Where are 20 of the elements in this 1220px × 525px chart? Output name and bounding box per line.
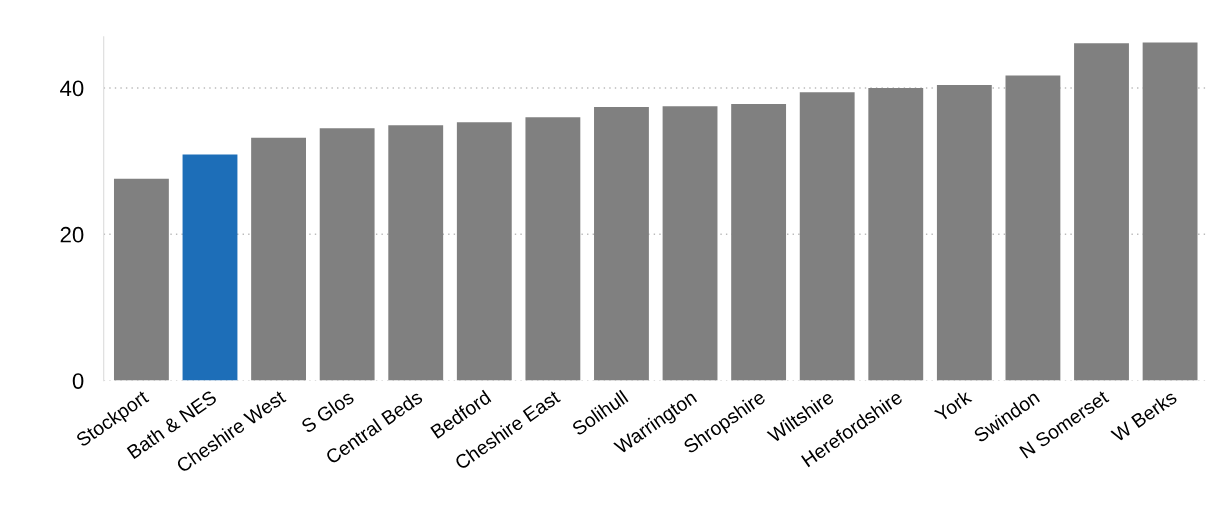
bar: [1074, 43, 1129, 381]
bar: [731, 104, 787, 381]
y-tick-label: 0: [72, 373, 84, 389]
bar: [868, 87, 924, 381]
bar: [251, 137, 306, 381]
bar: [113, 178, 169, 381]
y-tick-label: 40: [60, 80, 84, 97]
bar: [388, 125, 444, 381]
bar: [662, 106, 718, 381]
x-tick-label: York: [933, 388, 973, 423]
bar: [182, 154, 238, 381]
bar: [799, 92, 855, 381]
bar: [1142, 42, 1198, 381]
bar: [936, 85, 992, 381]
bar: [319, 128, 375, 381]
bar: [456, 122, 512, 381]
y-tick-label: 20: [60, 226, 84, 243]
bar: [1005, 75, 1061, 381]
bar: [525, 117, 581, 381]
bar: [594, 106, 649, 381]
